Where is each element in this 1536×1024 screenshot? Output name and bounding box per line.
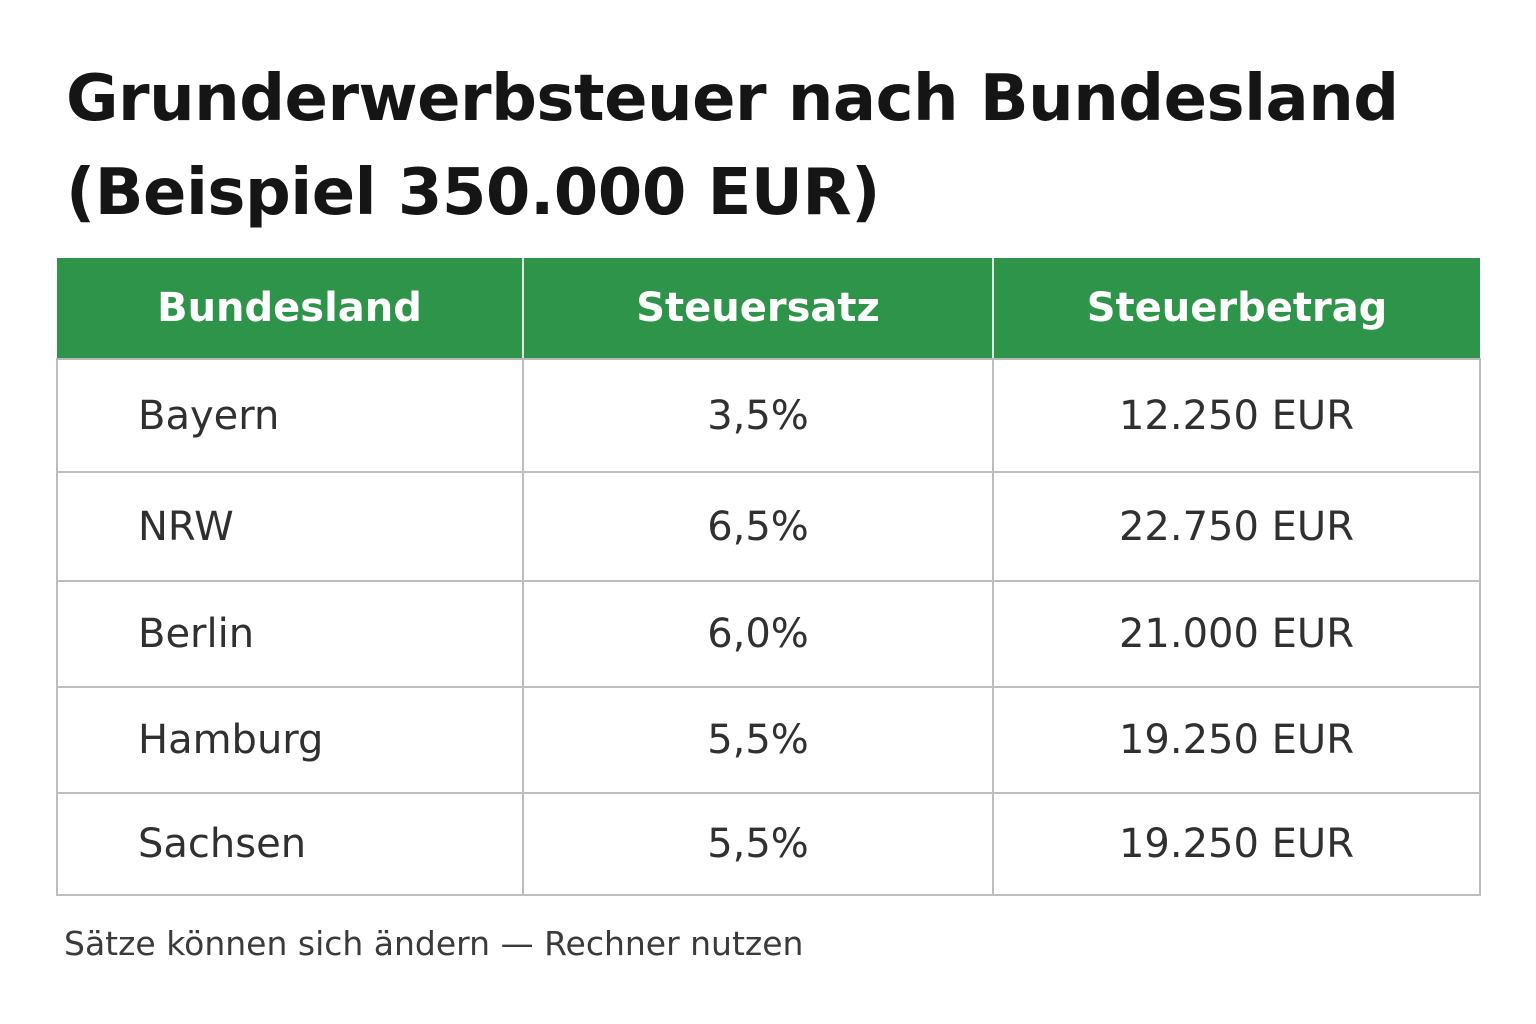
cell-steuersatz: 6,5%: [522, 471, 994, 582]
cell-steuerbetrag: 12.250 EUR: [992, 358, 1481, 473]
cell-bundesland: Berlin: [56, 580, 524, 688]
cell-steuerbetrag: 19.250 EUR: [992, 792, 1481, 896]
tax-table: Bundesland Steuersatz Steuerbetrag Bayer…: [56, 258, 1481, 896]
cell-bundesland: Sachsen: [56, 792, 524, 896]
cell-steuerbetrag: 22.750 EUR: [992, 471, 1481, 582]
page-title-line-1: Grunderwerbsteuer nach Bundesland: [66, 62, 1399, 136]
cell-bundesland: NRW: [56, 471, 524, 582]
cell-steuerbetrag: 21.000 EUR: [992, 580, 1481, 688]
table-row: Sachsen 5,5% 19.250 EUR: [56, 792, 1481, 896]
cell-steuersatz: 5,5%: [522, 686, 994, 794]
table-row: Hamburg 5,5% 19.250 EUR: [56, 686, 1481, 794]
table-row: Bayern 3,5% 12.250 EUR: [56, 358, 1481, 473]
cell-steuersatz: 3,5%: [522, 358, 994, 473]
cell-bundesland: Bayern: [56, 358, 524, 473]
cell-bundesland: Hamburg: [56, 686, 524, 794]
page-title-line-2: (Beispiel 350.000 EUR): [66, 156, 880, 230]
table-row: Berlin 6,0% 21.000 EUR: [56, 580, 1481, 688]
table-header-row: Bundesland Steuersatz Steuerbetrag: [57, 258, 1480, 360]
column-header-steuerbetrag: Steuerbetrag: [993, 258, 1480, 360]
cell-steuersatz: 6,0%: [522, 580, 994, 688]
column-header-bundesland: Bundesland: [57, 258, 524, 360]
cell-steuerbetrag: 19.250 EUR: [992, 686, 1481, 794]
table-row: NRW 6,5% 22.750 EUR: [56, 471, 1481, 582]
footnote: Sätze können sich ändern — Rechner nutze…: [64, 924, 804, 963]
column-header-steuersatz: Steuersatz: [523, 258, 994, 360]
page-title: Grunderwerbsteuer nach Bundesland (Beisp…: [66, 52, 1486, 240]
cell-steuersatz: 5,5%: [522, 792, 994, 896]
